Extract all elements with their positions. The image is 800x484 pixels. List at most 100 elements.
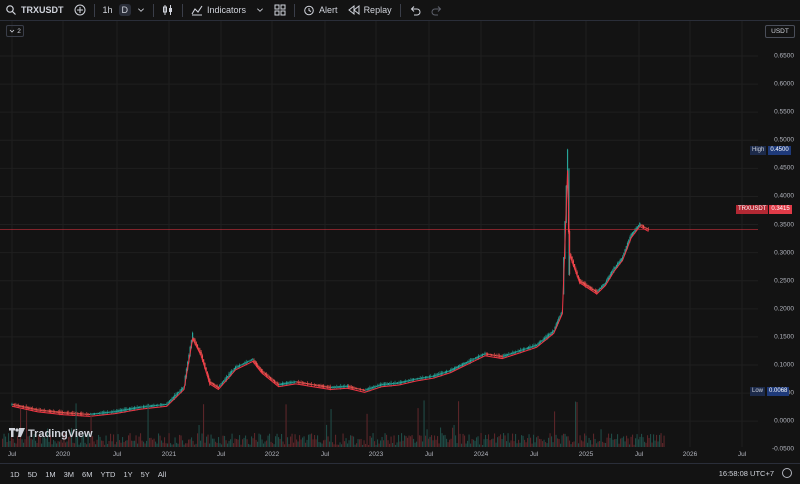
candle-body bbox=[131, 407, 133, 410]
volume-bar bbox=[458, 401, 460, 447]
volume-bar bbox=[659, 434, 661, 447]
chart-type-button[interactable] bbox=[157, 0, 179, 21]
layouts-button[interactable] bbox=[269, 0, 291, 21]
candle-body bbox=[34, 408, 36, 411]
range-button-all[interactable]: All bbox=[157, 469, 167, 479]
range-button-5d[interactable]: 5D bbox=[27, 469, 38, 479]
interval-dropdown-button[interactable] bbox=[132, 0, 150, 21]
candle-body bbox=[72, 412, 74, 414]
volume-bar bbox=[636, 434, 638, 447]
volume-bar bbox=[455, 435, 457, 447]
volume-bar bbox=[141, 440, 143, 447]
candle-body bbox=[440, 372, 442, 375]
range-button-1d[interactable]: 1D bbox=[10, 469, 20, 479]
time-tick-label: 2026 bbox=[682, 451, 698, 458]
redo-button[interactable] bbox=[426, 0, 448, 21]
candle-body bbox=[289, 382, 292, 384]
candle-body bbox=[128, 408, 130, 411]
volume-bar bbox=[203, 404, 205, 447]
volume-bar bbox=[447, 442, 449, 447]
volume-bar bbox=[144, 443, 146, 447]
volume-bar bbox=[284, 444, 286, 447]
volume-bar bbox=[293, 442, 295, 447]
tradingview-logo-text: TradingView bbox=[28, 428, 93, 440]
toolbar-divider bbox=[399, 3, 401, 17]
volume-bar bbox=[540, 439, 542, 447]
volume-bar bbox=[515, 433, 517, 447]
volume-bar bbox=[290, 436, 292, 447]
alert-button[interactable]: Alert bbox=[298, 0, 343, 21]
volume-bar bbox=[434, 435, 436, 447]
volume-bar bbox=[597, 441, 599, 447]
volume-bar bbox=[357, 439, 359, 447]
candle-body bbox=[588, 286, 591, 288]
price-axis[interactable]: 0.6500 0.6000 0.5500 0.5000 0.4500 0.4000 0.35… bbox=[758, 21, 800, 453]
candle-body bbox=[432, 375, 434, 377]
moving-average-line bbox=[11, 170, 649, 417]
volume-bar bbox=[281, 434, 283, 447]
volume-bar bbox=[113, 434, 115, 447]
currency-selector[interactable]: USDT bbox=[765, 25, 795, 38]
range-button-1m[interactable]: 1M bbox=[45, 469, 56, 479]
range-button-6m[interactable]: 6M bbox=[82, 469, 93, 479]
candle-body bbox=[360, 388, 362, 390]
candle-body bbox=[430, 376, 432, 378]
volume-bar bbox=[422, 441, 424, 447]
candle-body bbox=[50, 410, 52, 413]
volume-bar bbox=[26, 410, 28, 447]
price-tick-label: 0.1000 bbox=[774, 361, 794, 369]
indicators-dropdown-button[interactable] bbox=[251, 0, 269, 21]
candle-body bbox=[238, 364, 241, 367]
volume-bar bbox=[216, 442, 218, 447]
legend-collapse-button[interactable]: 2 bbox=[6, 25, 24, 37]
tradingview-logo[interactable]: TradingView bbox=[9, 428, 93, 440]
compare-add-button[interactable] bbox=[69, 0, 91, 21]
candle-body bbox=[541, 340, 543, 342]
volume-bar bbox=[189, 439, 191, 447]
candle-body bbox=[21, 405, 23, 408]
range-button-5y[interactable]: 5Y bbox=[140, 469, 150, 479]
candle-body bbox=[513, 351, 515, 354]
candle-body bbox=[84, 413, 87, 415]
undo-button[interactable] bbox=[404, 0, 426, 21]
volume-bar bbox=[333, 444, 335, 447]
gear-icon[interactable] bbox=[782, 468, 792, 478]
range-button-ytd[interactable]: YTD bbox=[100, 469, 116, 479]
range-button-3m[interactable]: 3M bbox=[63, 469, 75, 479]
symbol-search-button[interactable]: TRXUSDT bbox=[0, 0, 69, 21]
candle-body bbox=[601, 285, 603, 289]
price-chart[interactable] bbox=[0, 21, 758, 450]
price-tick-label: 0.6500 bbox=[774, 52, 794, 60]
volume-bar bbox=[54, 441, 56, 447]
candle-body bbox=[254, 361, 256, 364]
volume-bar bbox=[375, 444, 377, 447]
range-button-1y[interactable]: 1Y bbox=[123, 469, 133, 479]
time-axis[interactable]: Jul 2020 Jul 2021 Jul 2022 Jul 2023 Jul 2024 Jul 20… bbox=[0, 447, 800, 463]
volume-bar bbox=[591, 444, 593, 447]
legend-count: 2 bbox=[17, 27, 21, 35]
chart-pane[interactable] bbox=[0, 21, 758, 450]
price-tick-label: 0.2000 bbox=[774, 305, 794, 313]
volume-bar bbox=[360, 438, 362, 447]
interval-1h-button[interactable]: 1h bbox=[98, 0, 118, 21]
indicators-button[interactable]: Indicators bbox=[186, 0, 251, 21]
candle-body bbox=[389, 383, 391, 385]
candle-body bbox=[352, 386, 354, 389]
candle-body bbox=[575, 268, 577, 272]
volume-bar bbox=[513, 441, 515, 447]
candle-body bbox=[295, 381, 297, 383]
volume-bar bbox=[114, 444, 116, 447]
clock-display[interactable]: 16:58:08 UTC+7 bbox=[718, 469, 774, 478]
candle-body bbox=[108, 411, 110, 413]
candle-body bbox=[100, 412, 102, 414]
candle-body bbox=[633, 231, 635, 234]
candle-body bbox=[629, 237, 631, 241]
volume-bar bbox=[393, 435, 395, 447]
candle-body bbox=[281, 382, 284, 386]
replay-button[interactable]: Replay bbox=[343, 0, 397, 21]
interval-d-button[interactable]: D bbox=[118, 0, 133, 21]
volume-bar bbox=[459, 433, 461, 447]
candle-body bbox=[35, 409, 38, 411]
volume-bar bbox=[530, 437, 532, 447]
candle-body bbox=[215, 384, 217, 387]
